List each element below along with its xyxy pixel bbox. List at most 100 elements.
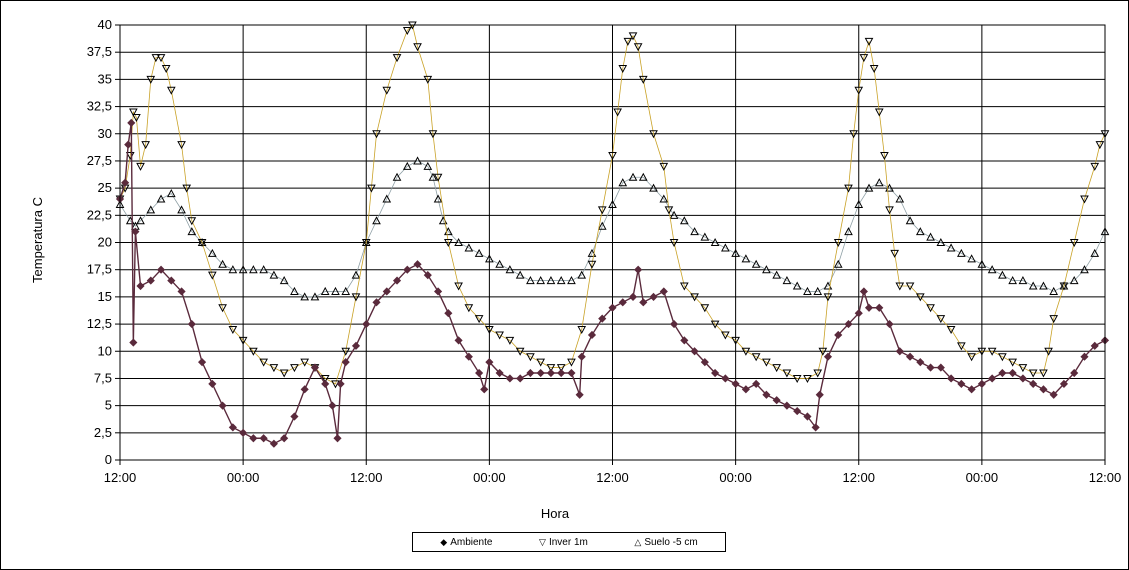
data-point: [197, 239, 207, 248]
data-point: [874, 108, 884, 117]
data-point: [428, 130, 438, 139]
data-point: [290, 364, 299, 373]
data-point: [228, 423, 237, 432]
data-point: [1029, 379, 1038, 388]
data-point: [480, 385, 489, 394]
data-point: [1028, 369, 1038, 378]
data-point: [721, 243, 730, 252]
data-point: [546, 364, 556, 373]
data-point: [905, 216, 915, 225]
data-point: [495, 368, 504, 378]
data-point: [1018, 374, 1027, 383]
data-point: [290, 412, 299, 421]
data-point: [762, 358, 771, 367]
data-point: [474, 315, 484, 324]
data-point: [608, 303, 617, 312]
data-point: [300, 358, 310, 367]
data-point: [454, 282, 463, 291]
data-point: [526, 353, 535, 362]
data-point: [1090, 341, 1099, 350]
data-point: [628, 292, 638, 301]
data-point: [1080, 265, 1089, 274]
data-point: [936, 315, 946, 324]
data-point: [218, 259, 227, 268]
data-point: [1049, 286, 1059, 295]
data-point: [1090, 162, 1100, 171]
x-tick-label: 12:00: [1089, 470, 1122, 485]
series-layer: [115, 21, 1110, 448]
data-point: [803, 412, 812, 421]
data-point: [977, 379, 986, 388]
data-point: [249, 347, 258, 356]
data-point: [1059, 379, 1069, 388]
data-point: [367, 184, 376, 193]
data-point: [946, 326, 956, 335]
data-point: [874, 178, 884, 187]
data-point: [402, 26, 412, 35]
y-tick-label: 32,5: [87, 99, 112, 114]
data-point: [936, 363, 945, 372]
data-point: [792, 374, 802, 383]
data-point: [869, 65, 879, 74]
data-point: [598, 314, 607, 323]
data-point: [669, 319, 679, 329]
data-point: [998, 353, 1007, 362]
data-point: [259, 265, 268, 274]
data-point: [936, 237, 946, 246]
data-point: [752, 379, 761, 388]
data-point: [926, 232, 935, 241]
data-point: [957, 248, 966, 257]
data-point: [811, 423, 820, 432]
legend-item-suelo: △ Suelo -5 cm: [634, 537, 697, 548]
data-point: [141, 141, 150, 150]
data-point: [182, 184, 192, 193]
data-point: [228, 265, 238, 274]
data-point: [146, 75, 156, 84]
data-point: [464, 304, 474, 313]
data-point: [664, 206, 674, 215]
data-point: [132, 113, 141, 122]
data-point: [751, 259, 761, 268]
data-point: [249, 434, 258, 443]
data-point: [818, 347, 828, 356]
data-point: [649, 130, 658, 139]
x-tick-label: 12:00: [350, 470, 383, 485]
data-point: [151, 54, 161, 63]
data-point: [998, 270, 1007, 279]
legend-label-suelo: Suelo -5 cm: [644, 536, 698, 548]
data-point: [129, 108, 138, 117]
data-point: [321, 379, 330, 388]
data-point: [977, 259, 987, 268]
data-point: [597, 206, 607, 215]
data-point: [721, 374, 730, 383]
data-point: [772, 364, 782, 373]
data-point: [392, 276, 402, 285]
data-point: [967, 254, 976, 263]
data-point: [1044, 347, 1053, 356]
data-point: [156, 54, 166, 63]
data-point: [556, 364, 566, 373]
data-point: [331, 286, 340, 295]
data-point: [536, 358, 546, 367]
data-point: [372, 298, 381, 307]
data-point: [526, 368, 535, 378]
data-point: [156, 194, 166, 203]
y-tick-label: 15: [98, 289, 112, 304]
data-point: [300, 385, 309, 394]
data-point: [546, 368, 556, 378]
series-1: [115, 21, 1110, 389]
data-point: [1008, 358, 1017, 367]
data-point: [895, 347, 904, 356]
data-point: [136, 216, 145, 225]
data-point: [618, 178, 628, 187]
data-point: [731, 248, 740, 257]
data-point: [833, 259, 843, 268]
y-tick-label: 40: [98, 17, 112, 32]
data-point: [1039, 385, 1048, 394]
data-point: [1069, 276, 1079, 285]
data-point: [280, 434, 289, 443]
y-tick-label: 25: [98, 180, 112, 195]
data-point: [905, 352, 915, 361]
data-point: [259, 358, 268, 367]
